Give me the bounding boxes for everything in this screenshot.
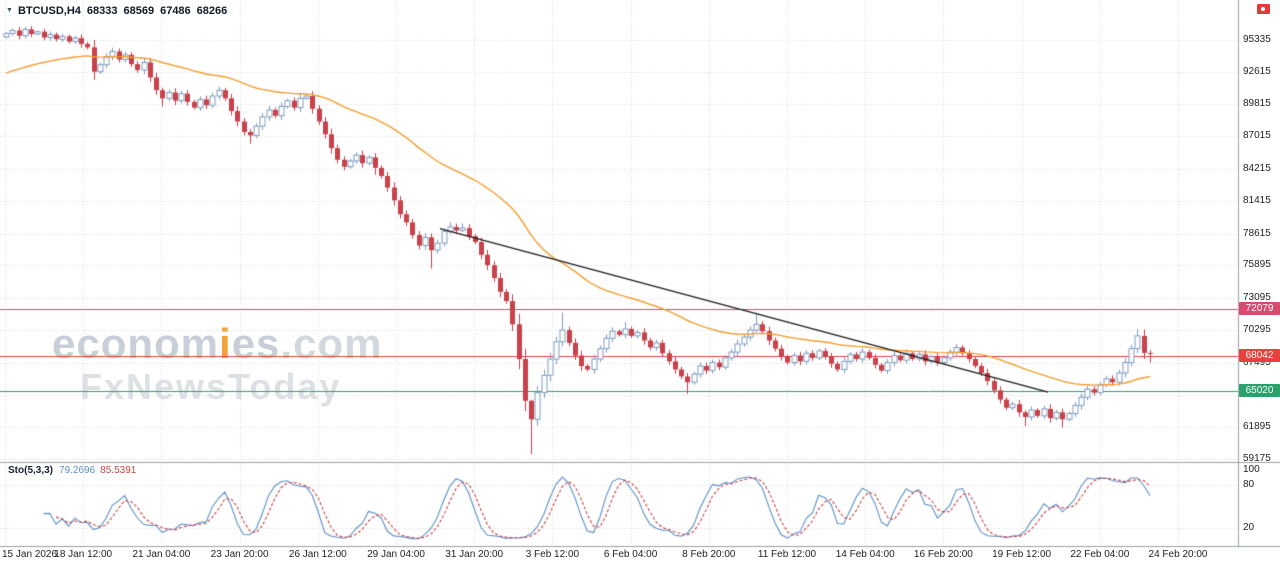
low-value: 67486 (160, 5, 191, 17)
chart-end-marker-icon (1257, 4, 1270, 14)
indicator-value-k: 79.2696 (59, 465, 96, 476)
indicator-value-d: 85.5391 (100, 465, 137, 476)
collapse-ohlc-icon[interactable]: ▼ (6, 7, 13, 14)
high-value: 68569 (123, 5, 155, 17)
open-value: 68333 (86, 5, 118, 17)
symbol-period-label: BTCUSD,H4 (17, 5, 81, 17)
chart-header: ▼ BTCUSD,H4 68333 68569 67486 68266 (6, 5, 233, 17)
indicator-header: Sto(5,3,3) 79.2696 85.5391 (8, 465, 136, 476)
indicator-label: Sto(5,3,3) (8, 465, 54, 476)
close-value: 68266 (196, 5, 228, 17)
